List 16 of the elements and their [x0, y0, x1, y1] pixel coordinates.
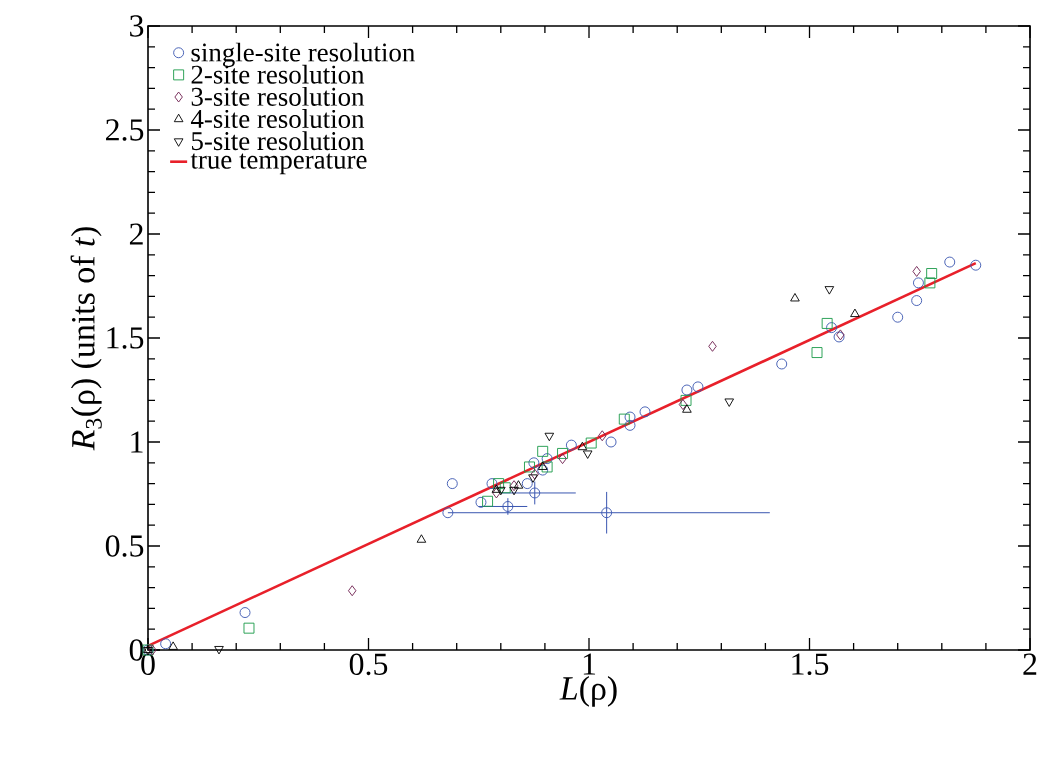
y-tick-label: 3: [130, 15, 144, 37]
legend-label: 4-site resolution: [190, 109, 365, 129]
y-tick-label: 1: [131, 431, 143, 453]
y-tick-label: 1.5: [107, 327, 144, 349]
legend-label: 5-site resolution: [192, 131, 365, 151]
x-tick-label: 1.5: [792, 653, 829, 676]
y-axis-title: R$_{3}$(ρ) (units of t): [70, 227, 102, 451]
x-tick-label: 0.5: [349, 653, 388, 676]
y-tick-label: 2.5: [106, 119, 144, 141]
x-tick-label: 1: [583, 653, 596, 675]
legend-label: true temperature: [190, 153, 367, 175]
y-tick-label: 2: [129, 223, 143, 245]
legend-label: 3-site resolution: [191, 86, 365, 106]
y-tick-label: 0.5: [105, 535, 144, 557]
x-axis-title: L(ρ): [559, 676, 617, 707]
x-tick-label: 2: [1023, 653, 1037, 675]
